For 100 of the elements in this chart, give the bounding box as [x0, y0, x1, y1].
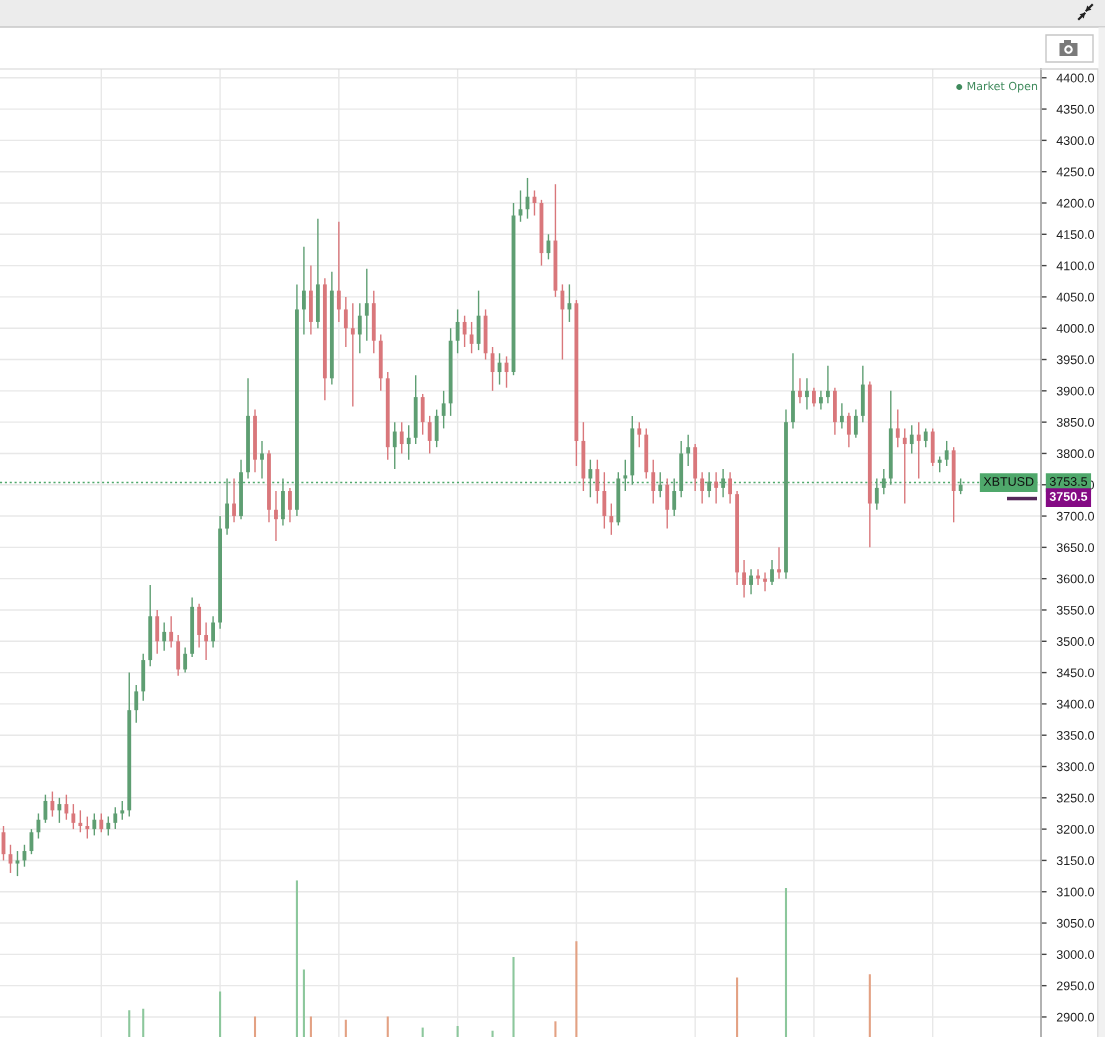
bar	[554, 1021, 557, 1037]
bar	[491, 1030, 494, 1037]
bar	[344, 1019, 347, 1037]
candlestick	[162, 621, 167, 652]
candlestick	[777, 546, 781, 580]
bar	[421, 1027, 424, 1037]
y-tick-label: 3700.0	[1056, 511, 1095, 521]
candlestick	[357, 302, 362, 354]
y-tick-label: 3450.0	[1056, 668, 1095, 678]
candlestick	[944, 440, 949, 467]
candlestick	[43, 793, 48, 824]
candlestick	[427, 415, 432, 455]
candlestick	[469, 321, 474, 354]
candlestick	[916, 421, 921, 480]
candlestick	[595, 459, 600, 505]
candlestick	[134, 684, 139, 724]
y-tick-label: 3550.0	[1056, 605, 1095, 615]
candlestick	[742, 559, 746, 599]
candlestick	[211, 615, 216, 649]
candlestick	[651, 459, 656, 505]
y-tick-label: 3650.0	[1056, 543, 1095, 553]
y-tick-label: 4000.0	[1056, 324, 1095, 333]
candlestick	[99, 812, 104, 833]
candlestick	[232, 477, 236, 524]
candlestick	[588, 459, 593, 498]
candlestick	[714, 471, 719, 505]
y-tick-label: 4100.0	[1056, 261, 1095, 271]
candlestick	[85, 815, 90, 840]
y-tick-label: 3250.0	[1056, 793, 1095, 803]
candlestick	[57, 797, 62, 824]
candlestick	[260, 440, 264, 480]
candlestick	[455, 308, 460, 354]
candlestick	[120, 800, 125, 821]
candlestick	[798, 377, 802, 405]
candlestick	[805, 377, 809, 411]
candlestick	[874, 477, 879, 511]
candlestick	[343, 296, 348, 348]
candlestick	[288, 487, 292, 524]
candlestick	[812, 387, 816, 408]
candlestick	[183, 646, 188, 674]
bar	[302, 969, 305, 1037]
candlestick	[609, 502, 614, 536]
y-tick-label: 4300.0	[1056, 136, 1095, 146]
candlestick	[763, 571, 767, 592]
bar	[575, 941, 578, 1037]
candlestick	[64, 793, 69, 821]
candlestick	[819, 390, 823, 411]
y-tick-label: 3400.0	[1056, 699, 1095, 709]
y-tick-label: 4050.0	[1056, 292, 1095, 302]
candlestick	[364, 268, 369, 342]
y-tick-label: 3500.0	[1056, 637, 1095, 646]
y-tick-label: 3900.0	[1056, 386, 1095, 396]
candlestick	[909, 424, 914, 455]
y-tick-label: 3950.0	[1056, 355, 1095, 365]
candlestick	[637, 421, 642, 448]
y-tick-label: 4350.0	[1056, 104, 1095, 114]
y-tick-label: 3100.0	[1056, 887, 1095, 897]
candlestick	[853, 408, 858, 439]
bar	[309, 1016, 312, 1037]
candlestick	[825, 365, 830, 405]
y-tick-label: 3150.0	[1056, 856, 1095, 866]
candlestick	[672, 477, 677, 517]
candlestick	[392, 421, 397, 470]
candlestick	[658, 471, 663, 498]
candlestick	[756, 568, 760, 586]
candlestick	[462, 315, 467, 348]
candlestick	[728, 471, 733, 505]
y-tick-label: 4250.0	[1056, 167, 1095, 177]
bar	[784, 888, 788, 1037]
candlestick	[71, 803, 76, 830]
bar	[456, 1026, 459, 1037]
candlestick	[770, 559, 774, 586]
candlestick	[441, 390, 446, 430]
candlestick	[721, 468, 726, 498]
candlestick	[923, 427, 928, 448]
bar	[868, 974, 871, 1037]
candlestick	[700, 471, 705, 505]
candlestick	[881, 468, 886, 495]
candlestick	[839, 402, 844, 430]
candlestick	[399, 421, 404, 455]
bar	[219, 991, 222, 1037]
candlestick	[567, 283, 572, 323]
candlestick	[204, 621, 209, 661]
bar	[253, 1016, 257, 1037]
candlestick	[301, 246, 306, 336]
y-tick-label: 4400.0	[1056, 73, 1095, 83]
bar	[142, 1008, 145, 1037]
bar	[295, 880, 298, 1037]
y-tick-label: 2950.0	[1056, 981, 1095, 991]
candlestick	[902, 427, 907, 505]
candlestick	[92, 812, 97, 837]
candlestick	[686, 433, 691, 467]
candlestick	[350, 302, 355, 408]
y-tick-label: 3350.0	[1056, 731, 1095, 740]
candlestick	[707, 471, 712, 498]
candlestick	[50, 790, 55, 818]
y-tick-label: 3000.0	[1056, 950, 1095, 959]
ref-line-label: XBTUSD	[983, 477, 1034, 486]
bar	[128, 1010, 131, 1037]
text: 3750.5	[1049, 492, 1088, 501]
